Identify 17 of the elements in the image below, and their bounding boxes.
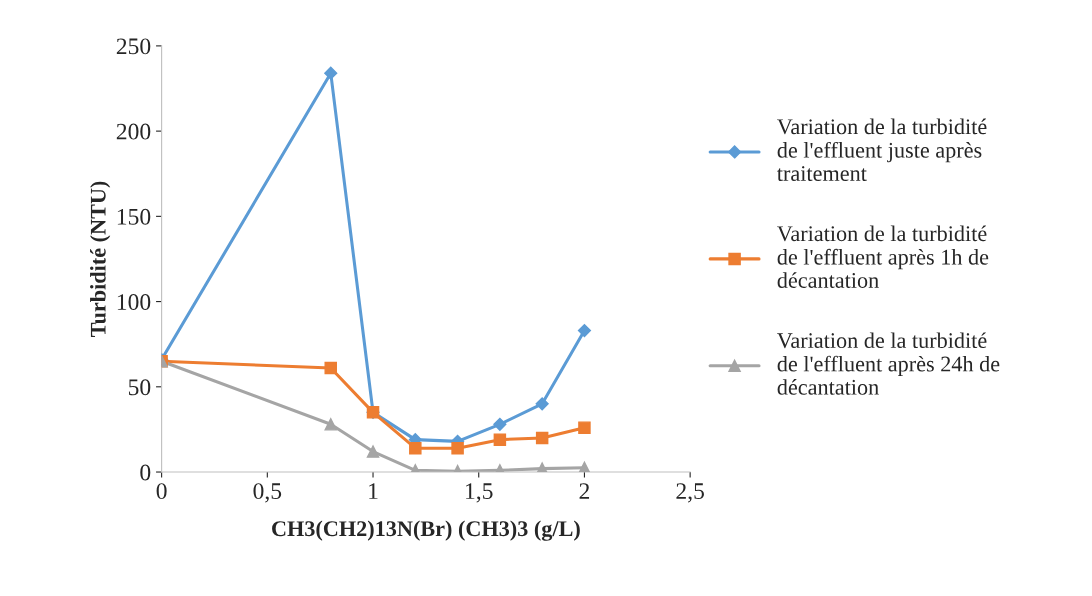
x-tick-label: 1,5 xyxy=(466,483,493,503)
x-tick-label: 0 xyxy=(156,483,167,500)
x-tick-label: 1 xyxy=(369,483,378,499)
legend-label: Variation de la turbidité de l'effluent juste après traitement xyxy=(777,118,987,181)
x-axis-title: CH3(CH2)13N(Br) (CH3)3 (g/L) xyxy=(272,520,580,541)
y-tick-label: 200 xyxy=(116,123,151,140)
x-tick-label: 2,5 xyxy=(676,483,704,503)
y-tick-label: 50 xyxy=(128,379,151,396)
y-tick-label: 100 xyxy=(117,294,151,310)
x-tick-label: 0,5 xyxy=(253,483,282,503)
y-tick-label: 250 xyxy=(116,38,151,55)
legend-label: Variation de la turbidité de l'effluent après 24h de décantation xyxy=(777,332,1000,395)
y-tick-label: 0 xyxy=(140,464,151,481)
y-axis-title: Turbidité (NTU) xyxy=(90,181,111,337)
x-tick-label: 2 xyxy=(579,483,590,499)
legend-label: Variation de la turbidité de l'effluent après 1h de décantation xyxy=(777,225,989,288)
y-tick-label: 150 xyxy=(117,208,151,225)
